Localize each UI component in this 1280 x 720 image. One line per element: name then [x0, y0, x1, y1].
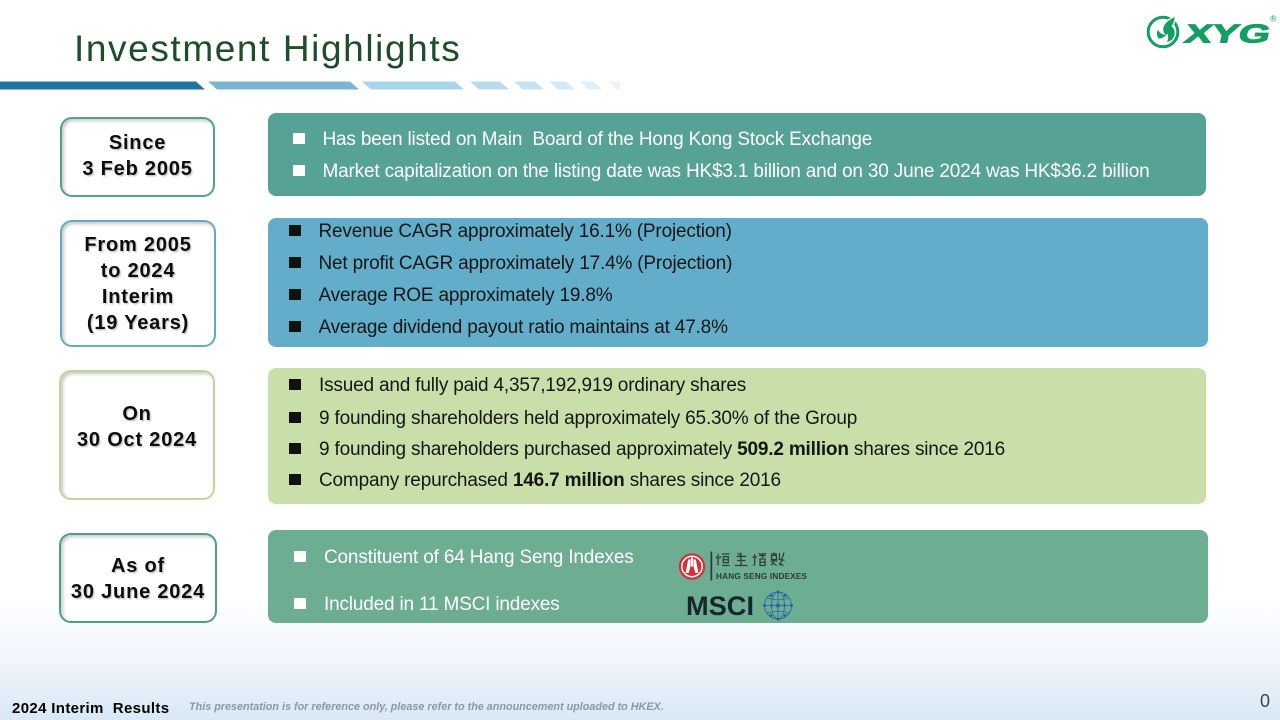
svg-text:MSCI: MSCI [686, 591, 754, 621]
svg-text:XYG: XYG [1182, 19, 1274, 49]
svg-text:HANG SENG INDEXES: HANG SENG INDEXES [716, 572, 808, 581]
svg-text:®: ® [1270, 14, 1277, 24]
